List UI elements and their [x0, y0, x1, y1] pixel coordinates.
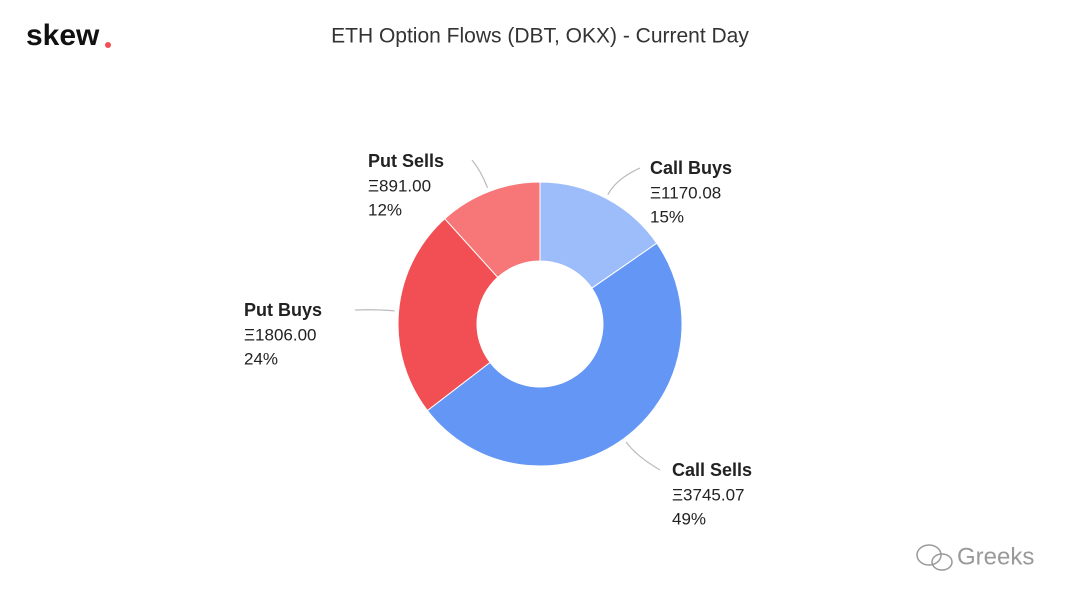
slice-percent-label: 12% [368, 200, 402, 219]
logo: skew [26, 19, 100, 52]
slice-percent-label: 49% [672, 509, 706, 528]
slice-percent-label: 15% [650, 207, 684, 226]
slice [397, 217, 499, 412]
logo-dot [105, 42, 111, 48]
slice-label: Put Buys [244, 300, 322, 320]
slice-value-label: Ξ1806.00 [244, 325, 317, 344]
slice [444, 181, 541, 278]
leader-line [625, 441, 661, 471]
leader-line [354, 309, 395, 312]
slice [426, 242, 683, 467]
watermark: Greeks [957, 543, 1034, 570]
slice-label: Put Sells [368, 151, 444, 171]
slice-label: Call Buys [650, 158, 732, 178]
slice-value-label: Ξ3745.07 [672, 485, 745, 504]
slice-value-label: Ξ1170.08 [650, 183, 721, 202]
slice-percent-label: 24% [244, 349, 278, 368]
slice-label: Call Sells [672, 460, 752, 480]
chart-title: ETH Option Flows (DBT, OKX) - Current Da… [331, 25, 749, 48]
leader-line [607, 167, 641, 195]
watermark-icon [916, 544, 953, 571]
leader-line [471, 159, 489, 188]
slice-value-label: Ξ891.00 [368, 176, 431, 195]
